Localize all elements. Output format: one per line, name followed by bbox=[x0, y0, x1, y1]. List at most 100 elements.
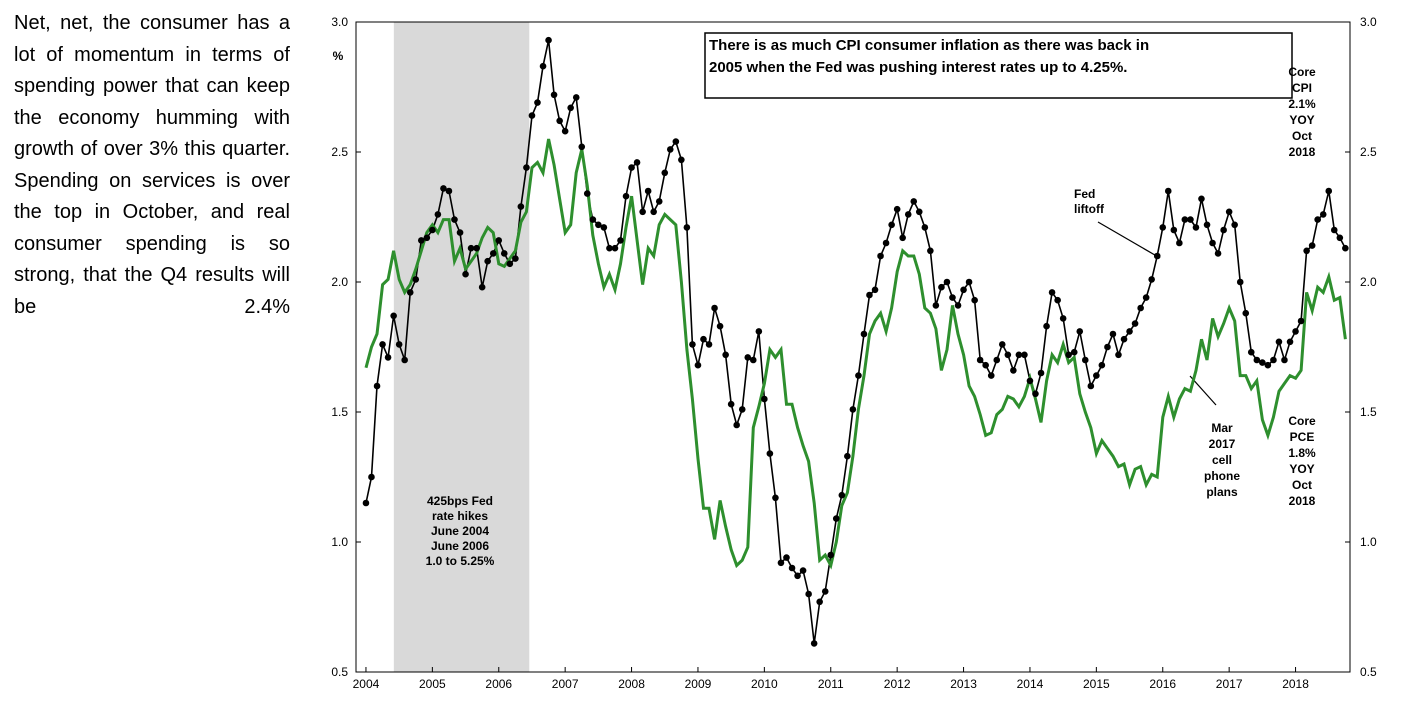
data-point bbox=[794, 572, 801, 580]
data-point bbox=[1253, 356, 1261, 364]
x-tick-label: 2009 bbox=[685, 677, 712, 691]
data-point bbox=[1137, 304, 1144, 312]
annotation-line: plans bbox=[1206, 485, 1238, 499]
data-point bbox=[567, 104, 574, 112]
data-point bbox=[661, 169, 669, 177]
data-point bbox=[1076, 328, 1084, 335]
data-point bbox=[1115, 351, 1122, 359]
data-point bbox=[1336, 234, 1344, 242]
annotation-line: 2018 bbox=[1289, 145, 1316, 159]
paragraph: Net, net, the consumer has a lot of mome… bbox=[14, 12, 290, 318]
data-point bbox=[1286, 338, 1294, 346]
data-point bbox=[412, 276, 420, 283]
data-point bbox=[976, 356, 984, 364]
data-point bbox=[877, 252, 884, 260]
data-point bbox=[1203, 221, 1211, 229]
data-point bbox=[484, 257, 491, 265]
data-point bbox=[606, 244, 613, 252]
annotation-line: 2018 bbox=[1289, 494, 1316, 508]
data-point bbox=[556, 117, 563, 125]
annotation-line: 2017 bbox=[1209, 437, 1236, 451]
data-point bbox=[722, 351, 729, 359]
data-point bbox=[733, 421, 740, 429]
annotation-line: 425bps Fed bbox=[427, 494, 493, 508]
data-point bbox=[788, 564, 796, 572]
annotation-line: Mar bbox=[1211, 421, 1233, 435]
data-point bbox=[500, 250, 508, 257]
data-point bbox=[1159, 224, 1167, 231]
annotation-line: liftoff bbox=[1074, 202, 1105, 216]
data-point bbox=[589, 216, 597, 223]
data-point bbox=[727, 400, 735, 408]
data-point bbox=[1037, 369, 1045, 377]
x-tick-label: 2008 bbox=[618, 677, 645, 691]
data-point bbox=[1281, 356, 1288, 364]
data-point bbox=[506, 260, 514, 268]
data-point bbox=[456, 229, 464, 236]
data-point bbox=[1104, 343, 1111, 351]
annotation-line: June 2004 bbox=[431, 524, 489, 538]
data-point bbox=[1270, 356, 1277, 364]
annotation-box bbox=[704, 32, 1293, 99]
data-point bbox=[772, 494, 779, 502]
series-line bbox=[365, 40, 1347, 644]
annotation: 425bps Fed rate hikes June 2004 June 2006 1.… bbox=[426, 494, 495, 568]
data-point bbox=[1059, 315, 1067, 322]
data-point bbox=[368, 473, 375, 481]
data-point bbox=[1153, 252, 1161, 260]
data-point bbox=[1187, 216, 1194, 223]
data-point bbox=[390, 312, 397, 320]
data-point bbox=[633, 159, 641, 166]
data-point bbox=[1342, 244, 1349, 252]
data-point bbox=[379, 341, 386, 348]
data-point bbox=[1043, 322, 1050, 330]
data-point bbox=[689, 341, 696, 348]
annotation-line: Core bbox=[1288, 65, 1316, 79]
annotation-line: 2005 when the Fed was pushing interest r… bbox=[709, 59, 1127, 76]
data-point bbox=[1120, 335, 1128, 343]
x-tick-label: 2010 bbox=[751, 677, 778, 691]
data-point bbox=[783, 554, 790, 561]
data-point bbox=[1297, 317, 1305, 325]
data-point bbox=[1330, 226, 1338, 234]
y2-tick-label: 0.5 bbox=[1360, 665, 1377, 679]
data-point bbox=[1292, 328, 1299, 335]
data-point bbox=[1181, 216, 1189, 223]
data-point bbox=[860, 330, 868, 338]
series-line bbox=[364, 138, 1347, 570]
y2-tick-label: 2.0 bbox=[1360, 275, 1377, 289]
data-point bbox=[960, 286, 967, 294]
data-point bbox=[927, 247, 934, 255]
data-point bbox=[1214, 250, 1222, 257]
data-point bbox=[932, 302, 940, 309]
data-point bbox=[373, 382, 381, 390]
data-point bbox=[1198, 195, 1205, 203]
annotation-line: Fed bbox=[1074, 187, 1095, 201]
data-point bbox=[583, 190, 591, 197]
data-point bbox=[849, 406, 857, 413]
y-tick-label: 1.5 bbox=[331, 405, 348, 419]
data-point bbox=[987, 372, 995, 379]
data-point bbox=[1126, 328, 1133, 335]
data-point bbox=[965, 278, 973, 286]
data-point bbox=[1087, 382, 1095, 390]
data-point bbox=[401, 356, 408, 364]
data-point bbox=[700, 335, 707, 343]
annotation-line: YOY bbox=[1289, 113, 1314, 127]
data-point bbox=[384, 354, 392, 361]
x-tick-label: 2004 bbox=[353, 677, 380, 691]
data-point bbox=[666, 146, 674, 153]
data-point bbox=[1026, 377, 1034, 385]
data-point bbox=[910, 198, 918, 205]
y2-tick-label: 1.5 bbox=[1360, 405, 1377, 419]
data-point bbox=[445, 187, 453, 195]
data-point bbox=[832, 515, 840, 522]
data-point bbox=[1010, 367, 1017, 374]
data-point bbox=[417, 237, 425, 244]
data-point bbox=[1081, 356, 1089, 364]
data-point bbox=[534, 99, 541, 106]
data-point bbox=[1236, 278, 1244, 286]
annotation: Fed liftoff bbox=[1074, 187, 1105, 216]
data-point bbox=[672, 138, 680, 145]
